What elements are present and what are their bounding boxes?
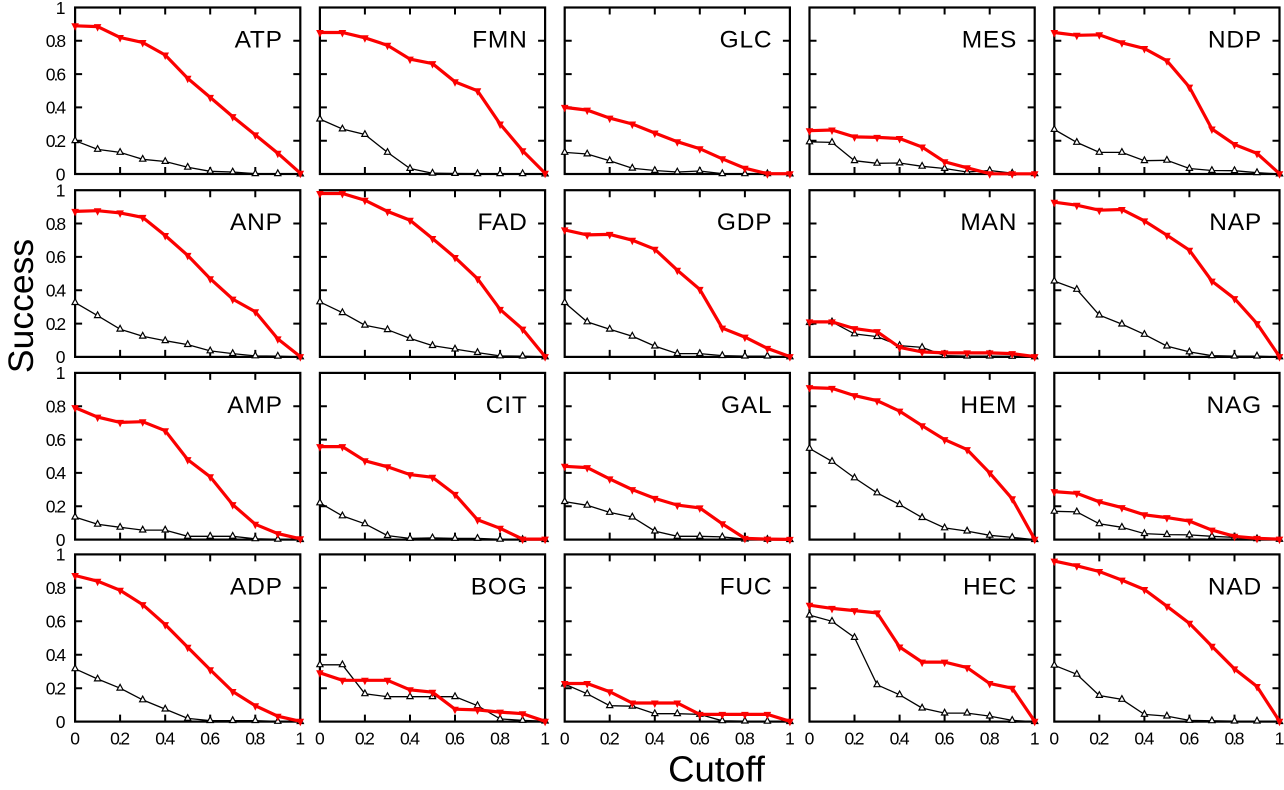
svg-text:0.6: 0.6 (46, 430, 66, 450)
svg-text:AMP: AMP (227, 392, 283, 419)
svg-text:0.4: 0.4 (1134, 728, 1154, 748)
svg-text:1: 1 (540, 728, 550, 748)
svg-text:1: 1 (1030, 728, 1040, 748)
svg-text:0: 0 (56, 347, 66, 367)
svg-text:0.2: 0.2 (110, 728, 130, 748)
svg-text:FAD: FAD (478, 209, 528, 236)
svg-text:0.6: 0.6 (46, 247, 66, 267)
svg-text:0.8: 0.8 (46, 578, 66, 598)
svg-text:MES: MES (962, 27, 1018, 54)
svg-text:1: 1 (56, 363, 66, 383)
svg-text:1: 1 (56, 545, 66, 565)
svg-text:1: 1 (56, 0, 66, 18)
svg-text:0: 0 (1049, 728, 1059, 748)
svg-text:0.6: 0.6 (445, 728, 465, 748)
svg-text:NDP: NDP (1208, 27, 1262, 54)
svg-text:0: 0 (805, 728, 815, 748)
svg-text:0.8: 0.8 (46, 31, 66, 51)
svg-text:ATP: ATP (235, 27, 283, 54)
svg-text:0.4: 0.4 (46, 281, 67, 301)
svg-text:NAP: NAP (1209, 209, 1262, 236)
svg-text:ANP: ANP (230, 209, 283, 236)
svg-text:GLC: GLC (720, 27, 773, 54)
svg-text:0.2: 0.2 (355, 728, 375, 748)
svg-text:0.6: 0.6 (1179, 728, 1199, 748)
svg-text:0.6: 0.6 (690, 728, 710, 748)
svg-text:0.4: 0.4 (400, 728, 420, 748)
svg-text:0.8: 0.8 (245, 728, 265, 748)
svg-text:1: 1 (785, 728, 795, 748)
svg-text:FUC: FUC (720, 573, 773, 600)
svg-text:0.4: 0.4 (46, 98, 67, 118)
svg-text:0.6: 0.6 (935, 728, 955, 748)
svg-text:0.6: 0.6 (46, 64, 66, 84)
svg-text:0.4: 0.4 (890, 728, 910, 748)
svg-text:1: 1 (295, 728, 305, 748)
svg-text:0.2: 0.2 (46, 314, 66, 334)
svg-text:0.8: 0.8 (46, 397, 66, 417)
svg-text:NAG: NAG (1207, 392, 1263, 419)
svg-text:1: 1 (1275, 728, 1284, 748)
svg-text:0.2: 0.2 (600, 728, 620, 748)
svg-text:0.4: 0.4 (46, 645, 67, 665)
svg-text:0.4: 0.4 (155, 728, 175, 748)
svg-text:0: 0 (56, 530, 66, 550)
svg-text:CIT: CIT (486, 392, 528, 419)
svg-text:0.8: 0.8 (980, 728, 1000, 748)
svg-text:0: 0 (56, 164, 66, 184)
svg-text:BOG: BOG (471, 573, 528, 600)
svg-text:0.2: 0.2 (1089, 728, 1109, 748)
svg-text:ADP: ADP (230, 573, 283, 600)
svg-text:Success: Success (1, 239, 41, 373)
svg-text:0: 0 (315, 728, 325, 748)
svg-text:GAL: GAL (721, 392, 772, 419)
svg-text:0.8: 0.8 (1225, 728, 1245, 748)
svg-text:0.2: 0.2 (46, 497, 66, 517)
svg-text:GDP: GDP (717, 209, 773, 236)
svg-text:0: 0 (70, 728, 80, 748)
svg-text:HEM: HEM (960, 392, 1017, 419)
svg-text:FMN: FMN (472, 27, 527, 54)
svg-text:0: 0 (560, 728, 570, 748)
svg-text:0: 0 (56, 712, 66, 732)
svg-text:0.6: 0.6 (200, 728, 220, 748)
svg-text:0.2: 0.2 (46, 679, 66, 699)
svg-text:Cutoff: Cutoff (668, 749, 766, 790)
svg-text:0.6: 0.6 (46, 612, 66, 632)
svg-text:0.2: 0.2 (845, 728, 865, 748)
svg-text:0.4: 0.4 (46, 463, 67, 483)
svg-text:HEC: HEC (963, 573, 1017, 600)
svg-text:0.4: 0.4 (645, 728, 665, 748)
svg-text:0.8: 0.8 (46, 214, 66, 234)
svg-text:0.8: 0.8 (735, 728, 755, 748)
svg-text:NAD: NAD (1208, 573, 1262, 600)
svg-text:0.2: 0.2 (46, 131, 66, 151)
svg-text:0.8: 0.8 (490, 728, 510, 748)
svg-text:1: 1 (56, 181, 66, 201)
svg-text:MAN: MAN (960, 209, 1017, 236)
